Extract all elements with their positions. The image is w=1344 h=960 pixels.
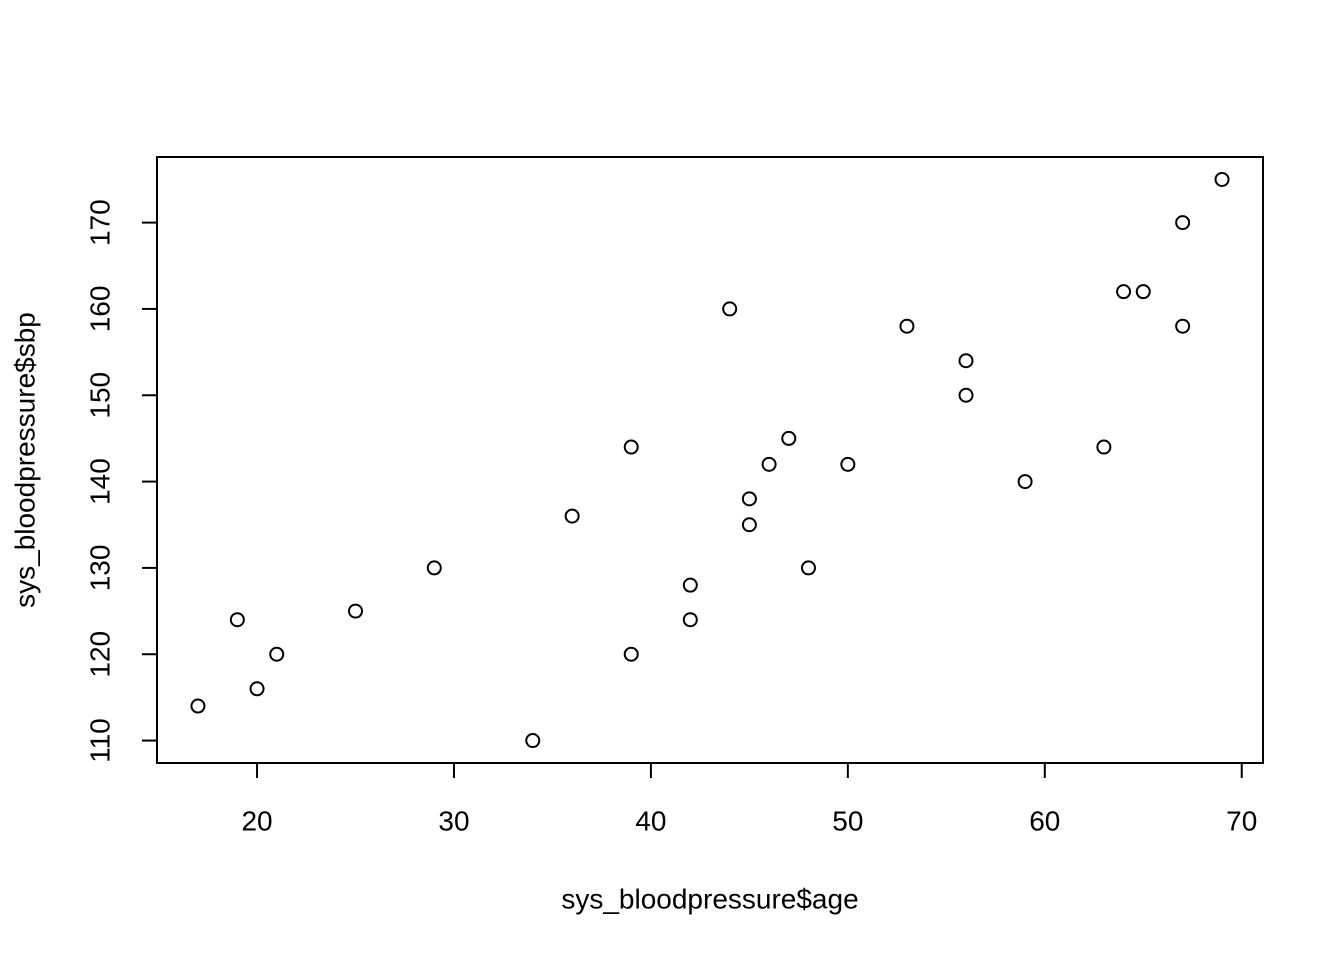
point [623, 439, 639, 455]
point [190, 698, 206, 714]
point [1175, 215, 1191, 231]
point [899, 318, 915, 334]
point [958, 387, 974, 403]
point [1116, 284, 1132, 300]
y-axis-title: sys_bloodpressure$sbp [9, 312, 40, 608]
point [781, 430, 797, 446]
point [761, 456, 777, 472]
point [348, 603, 364, 619]
x-tick-label: 50 [832, 805, 863, 836]
x-tick-label: 30 [438, 805, 469, 836]
y-tick-label: 110 [84, 718, 115, 763]
point [1096, 439, 1112, 455]
point [269, 646, 285, 662]
y-tick-label: 160 [84, 286, 115, 333]
point [840, 456, 856, 472]
point [1017, 474, 1033, 490]
point [426, 560, 442, 576]
y-tick-label: 170 [84, 199, 115, 246]
point [1135, 284, 1151, 300]
point [682, 577, 698, 593]
point [741, 517, 757, 533]
point [741, 491, 757, 507]
point [1175, 318, 1191, 334]
point [564, 508, 580, 524]
x-tick-label: 40 [635, 805, 666, 836]
point [229, 612, 245, 628]
point [722, 301, 738, 317]
y-tick-label: 130 [84, 545, 115, 592]
point [1214, 171, 1230, 187]
point [623, 646, 639, 662]
x-axis-title: sys_bloodpressure$age [561, 883, 858, 914]
x-tick-label: 20 [241, 805, 272, 836]
point [249, 681, 265, 697]
y-tick-label: 150 [84, 372, 115, 419]
point [525, 733, 541, 749]
x-tick-label: 60 [1029, 805, 1060, 836]
x-tick-label: 70 [1226, 805, 1257, 836]
point [800, 560, 816, 576]
point [958, 353, 974, 369]
plot-frame [156, 156, 1264, 764]
point [682, 612, 698, 628]
y-tick-label: 140 [84, 458, 115, 505]
y-tick-label: 120 [84, 631, 115, 678]
